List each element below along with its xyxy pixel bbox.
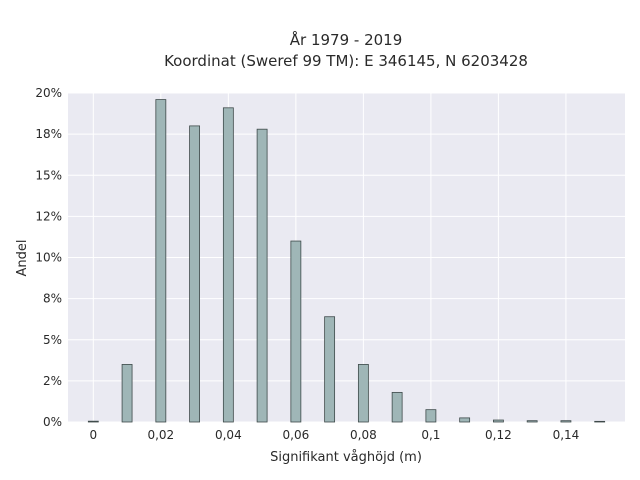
y-axis-title: Andel: [15, 240, 30, 277]
y-tick-label: 20%: [35, 86, 62, 100]
y-tick-label: 2%: [43, 374, 62, 388]
bar: [391, 391, 403, 423]
x-tick-label: 0: [89, 428, 97, 442]
bar: [493, 419, 504, 423]
y-tick-label: 0%: [43, 415, 62, 429]
bar: [189, 125, 200, 423]
bar: [256, 128, 268, 423]
y-tick-label: 8%: [43, 292, 62, 306]
y-tick-label: 5%: [43, 333, 62, 347]
x-axis-title: Signifikant våghöjd (m): [270, 450, 422, 465]
bars-group: [87, 99, 606, 423]
chart-title-line-1: År 1979 - 2019: [290, 30, 403, 49]
bar: [594, 420, 606, 423]
x-tick-label: 0,14: [553, 428, 580, 442]
x-tick-label: 0,06: [283, 428, 310, 442]
y-tick-label: 18%: [35, 127, 62, 141]
x-axis-ticks: 0 0,02 0,04 0,06 0,08 0,1 0,12 0,14: [89, 428, 579, 442]
x-tick-label: 0,1: [421, 428, 440, 442]
bar: [425, 409, 437, 423]
chart-title-line-2: Koordinat (Sweref 99 TM): E 346145, N 62…: [164, 52, 528, 70]
bar: [324, 316, 336, 423]
bar: [290, 240, 302, 423]
x-tick-label: 0,08: [350, 428, 377, 442]
y-tick-label: 10%: [35, 251, 62, 265]
bar: [121, 364, 133, 423]
bar: [155, 99, 167, 423]
y-tick-label: 12%: [35, 209, 62, 223]
y-tick-label: 15%: [35, 168, 62, 182]
x-tick-label: 0,02: [147, 428, 174, 442]
bar: [526, 420, 538, 423]
bar: [357, 364, 369, 423]
bar: [87, 420, 99, 423]
x-tick-label: 0,04: [215, 428, 242, 442]
bar: [560, 420, 572, 423]
x-tick-label: 0,12: [485, 428, 512, 442]
bar: [459, 417, 471, 423]
y-axis-ticks: 0% 2% 5% 8% 10% 12% 15% 18% 20%: [35, 86, 62, 429]
bar: [222, 107, 234, 423]
